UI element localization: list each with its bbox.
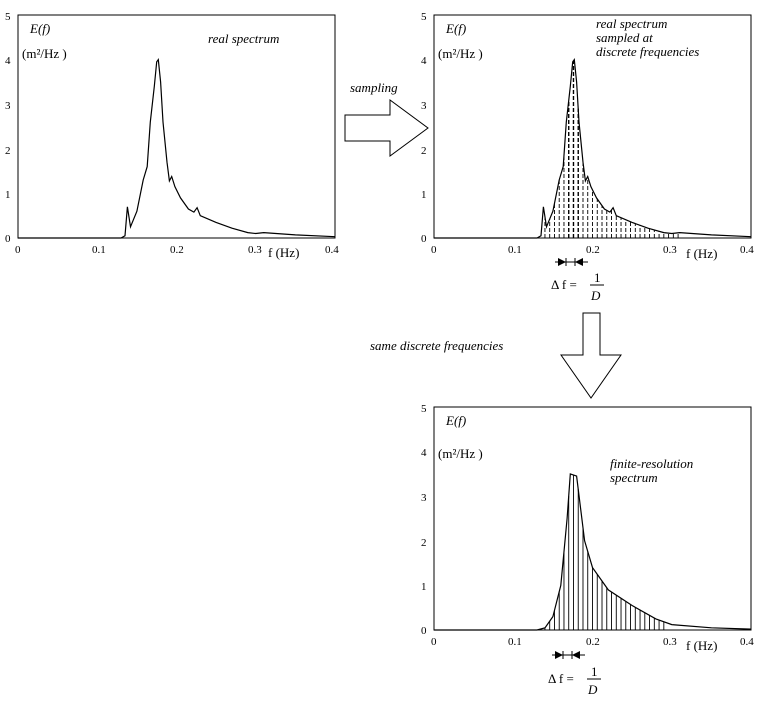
same-frequencies-label: same discrete frequencies (370, 338, 503, 353)
y-tick-label: 5 (421, 403, 427, 415)
panel-finite-spectrum: 0 1 2 3 4 5 0 0.1 0.2 0.3 0.4 E(f) (m²/H… (421, 403, 754, 697)
arrow-same-frequencies: same discrete frequencies (370, 312, 622, 399)
panel-finite-x-ticks: 0 0.1 0.2 0.3 0.4 (431, 636, 754, 648)
right-arrow-icon (344, 99, 429, 157)
y-tick-label: 1 (421, 581, 427, 593)
x-tick-label: 0.3 (663, 636, 677, 648)
y-axis-units: (m²/Hz ) (22, 46, 67, 61)
finite-spectrum-curve (434, 473, 752, 631)
panel-sampled-title-line: real spectrum (596, 16, 667, 31)
y-tick-label: 5 (5, 11, 11, 23)
panel-real-x-ticks: 0 0.1 0.2 0.3 0.4 (15, 244, 339, 256)
arrowhead-right-icon (555, 651, 563, 659)
down-arrow-icon (560, 312, 622, 399)
x-axis-label: f (Hz) (686, 638, 717, 653)
y-tick-label: 0 (421, 625, 427, 637)
y-tick-label: 0 (5, 233, 11, 245)
delta-f-lhs: Δ f = (548, 671, 574, 686)
delta-f-marker: Δ f = 1 D (548, 651, 601, 697)
delta-f-denominator: D (587, 682, 598, 697)
panel-real-spectrum: 0 1 2 3 4 5 0 0.1 0.2 0.3 0.4 E(f) (m²/H… (5, 11, 339, 260)
x-tick-label: 0.4 (740, 244, 754, 256)
x-tick-label: 0 (431, 244, 437, 256)
y-tick-label: 0 (421, 233, 427, 245)
arrowhead-left-icon (575, 258, 583, 266)
x-tick-label: 0.4 (740, 636, 754, 648)
y-axis-units: (m²/Hz ) (438, 46, 483, 61)
panel-sampled-x-ticks: 0 0.1 0.2 0.3 0.4 (431, 244, 754, 256)
y-tick-label: 2 (5, 145, 11, 157)
x-tick-label: 0.3 (663, 244, 677, 256)
sample-lines (544, 60, 679, 238)
y-tick-label: 5 (421, 11, 427, 23)
delta-f-denominator: D (590, 288, 601, 303)
x-tick-label: 0 (431, 636, 437, 648)
delta-f-marker: Δ f = 1 D (551, 258, 604, 303)
panel-sampled-title-line: sampled at (596, 30, 653, 45)
y-tick-label: 4 (5, 55, 11, 67)
y-axis-label: E(f) (445, 21, 466, 36)
panel-finite-y-ticks: 0 1 2 3 4 5 (421, 403, 427, 637)
y-tick-label: 2 (421, 145, 427, 157)
arrowhead-left-icon (572, 651, 580, 659)
x-axis-label: f (Hz) (268, 245, 299, 260)
sampling-label: sampling (350, 80, 398, 95)
delta-f-numerator: 1 (594, 270, 601, 285)
arrowhead-right-icon (558, 258, 566, 266)
x-axis-label: f (Hz) (686, 246, 717, 261)
x-tick-label: 0.1 (508, 636, 522, 648)
real-spectrum-curve (18, 57, 336, 239)
y-axis-label: E(f) (445, 413, 466, 428)
y-tick-label: 4 (421, 55, 427, 67)
panel-sampled-y-ticks: 0 1 2 3 4 5 (421, 11, 427, 245)
y-axis-units: (m²/Hz ) (438, 446, 483, 461)
panel-real-y-ticks: 0 1 2 3 4 5 (5, 11, 11, 245)
x-tick-label: 0.2 (170, 244, 184, 256)
y-tick-label: 2 (421, 537, 427, 549)
x-tick-label: 0.4 (325, 244, 339, 256)
y-tick-label: 3 (421, 492, 427, 504)
panel-finite-title-line: finite-resolution (610, 456, 693, 471)
x-tick-label: 0.1 (508, 244, 522, 256)
x-tick-label: 0.2 (586, 636, 600, 648)
y-tick-label: 3 (421, 100, 427, 112)
x-tick-label: 0.2 (586, 244, 600, 256)
y-tick-label: 4 (421, 447, 427, 459)
x-tick-label: 0 (15, 244, 21, 256)
delta-f-lhs: Δ f = (551, 277, 577, 292)
y-tick-label: 3 (5, 100, 11, 112)
finite-lines (544, 475, 665, 630)
y-tick-label: 1 (5, 189, 11, 201)
panel-finite-title-line: spectrum (610, 470, 658, 485)
x-tick-label: 0.3 (248, 244, 262, 256)
arrow-sampling: sampling (344, 80, 429, 157)
real-spectrum-curve (434, 57, 752, 239)
y-axis-label: E(f) (29, 21, 50, 36)
panel-real-title: real spectrum (208, 31, 279, 46)
delta-f-numerator: 1 (591, 664, 598, 679)
panel-sampled-spectrum: 0 1 2 3 4 5 0 0.1 0.2 0.3 0.4 E(f) (m²/H… (421, 11, 754, 303)
panel-sampled-title-line: discrete frequencies (596, 44, 699, 59)
panel-real-frame (17, 14, 336, 239)
y-tick-label: 1 (421, 189, 427, 201)
x-tick-label: 0.1 (92, 244, 106, 256)
